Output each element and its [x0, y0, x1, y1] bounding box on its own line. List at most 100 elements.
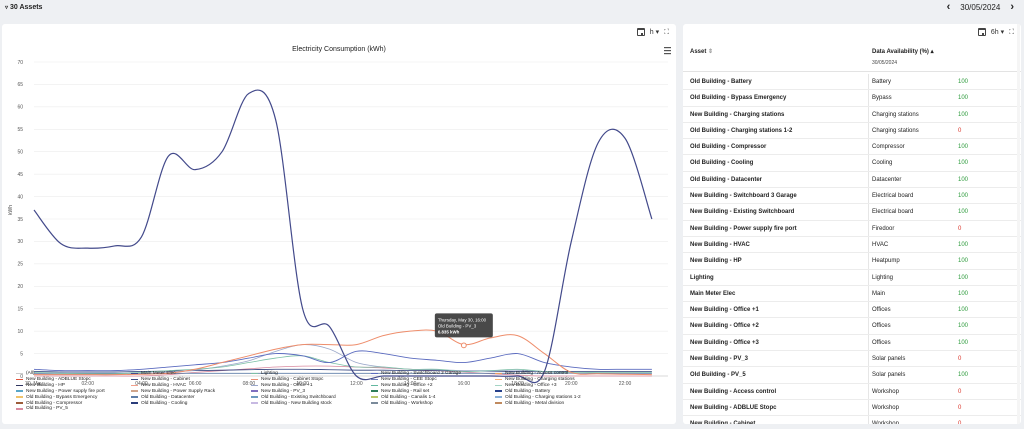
legend-item[interactable]: New Building - Office +1 [251, 383, 313, 388]
legend-label: Main Meter Elec [141, 371, 176, 376]
table-row[interactable]: New Building - Power supply fire port Fir… [683, 220, 1021, 237]
table-row[interactable]: Old Building - Charging stations 1-2 Char… [683, 122, 1021, 140]
asset-category: Cooling [872, 160, 893, 167]
legend-item[interactable]: New Building - ADBLUE Stopc [16, 377, 91, 382]
legend-item[interactable]: Old Building - Compressor [16, 401, 82, 406]
asset-category: Heatpump [872, 258, 900, 265]
column-divider [868, 90, 869, 106]
legend-label: New Building - CEE Stopc [381, 376, 437, 382]
legend-item[interactable]: New Building - Cabinet Stopc [251, 377, 323, 382]
legend-item[interactable]: Old Building - Metal division [495, 401, 564, 406]
table-row[interactable]: Old Building - PV_5 Solar panels 100 [683, 367, 1021, 384]
next-date-icon[interactable]: › [1010, 1, 1014, 13]
y-tick-label: 10 [17, 329, 23, 335]
table-scrollbar[interactable] [1017, 24, 1020, 424]
asset-name: Old Building - Compressor [690, 144, 767, 151]
legend-item[interactable]: New Building - CEE Stopc [371, 377, 437, 382]
table-row[interactable]: New Building - Charging stations Charging… [683, 106, 1021, 123]
table-row[interactable]: Old Building - Cooling Cooling 100 [683, 155, 1021, 172]
table-row[interactable]: New Building - Cabinet Workshop 0 [683, 416, 1021, 424]
legend-item[interactable]: New Building - Office +2 [371, 383, 433, 388]
table-row[interactable]: Old Building - Datacenter Datacenter 100 [683, 171, 1021, 189]
legend-item[interactable]: New Building - Access control [495, 371, 568, 376]
legend-swatch [495, 372, 502, 375]
availability-value: 100 [958, 193, 969, 200]
table-row[interactable]: New Building - Existing Switchboard Elect… [683, 204, 1021, 221]
chart-menu-icon[interactable] [664, 47, 671, 55]
legend-item[interactable]: Old Building - New Building stock [251, 401, 332, 406]
chart-title: Electricity Consumption (kWh) [292, 46, 386, 53]
legend-item[interactable]: Old Building - Cooling [131, 401, 187, 406]
calendar-icon[interactable] [977, 28, 986, 36]
table-interval-select[interactable]: 6h ▾ [990, 29, 1005, 36]
table-row[interactable]: New Building - HVAC HVAC 100 [683, 236, 1021, 254]
series-line [33, 329, 652, 376]
legend-label: Old Building - Existing Switchboard [261, 394, 336, 400]
asset-name: New Building - Office +1 [690, 307, 759, 314]
legend-item[interactable]: New Building - PV_3 [251, 389, 305, 394]
expand-icon[interactable]: ⛶ [664, 28, 669, 36]
column-divider [868, 74, 869, 90]
table-row[interactable]: New Building - HP Heatpump 100 [683, 253, 1021, 270]
column-divider [868, 285, 869, 302]
expand-icon[interactable]: ⛶ [1009, 28, 1014, 36]
table-row[interactable]: Main Meter Elec Main 100 [683, 285, 1021, 303]
table-row[interactable]: New Building - Switchboard 3 Garage Elect… [683, 188, 1021, 205]
table-row[interactable]: Old Building - Compressor Compressor 100 [683, 139, 1021, 156]
table-row[interactable]: Old Building - Battery Battery 100 [683, 74, 1021, 91]
legend-item[interactable]: New Building - Rail set [371, 389, 429, 394]
legend-item[interactable]: New Building - Cabinet [131, 377, 190, 382]
legend-item[interactable]: New Building - Office +3 [495, 383, 557, 388]
calendar-icon[interactable] [636, 28, 645, 36]
legend-item[interactable]: New Building - Power supply fire port [16, 389, 105, 394]
legend-item[interactable]: (All) [16, 371, 35, 376]
filter-icon: ▿ [5, 5, 9, 11]
legend-item[interactable]: New Building - HVAC [131, 383, 186, 388]
y-tick-label: 20 [17, 284, 23, 290]
asset-name: Old Building - Bypass Emergency [690, 95, 787, 102]
table-row[interactable]: New Building - Office +2 Offices 100 [683, 318, 1021, 335]
legend-item[interactable]: Old Building - Bypass Emergency [16, 395, 97, 400]
y-tick-label: 5 [20, 351, 23, 357]
asset-category: Lighting [872, 274, 894, 281]
availability-value: 100 [958, 241, 969, 248]
legend-item[interactable]: New Building - Switchboard 3 Garage [371, 371, 461, 376]
legend-item[interactable]: Old Building - PV_5 [16, 406, 68, 411]
previous-date-icon[interactable]: ‹ [946, 1, 951, 13]
availability-value: 100 [958, 111, 969, 118]
legend-item[interactable]: Old Building - Charging stations 1-2 [495, 395, 581, 400]
tooltip-date: Thursday, May 30, 16:00 [438, 317, 487, 322]
legend-item[interactable]: Old Building - Battery [495, 389, 550, 394]
legend-item[interactable]: Old Building - Canalis 1-4 [371, 395, 435, 400]
table-row[interactable]: New Building - Office +3 Offices 100 [683, 334, 1021, 352]
legend-item[interactable]: Lighting [251, 371, 278, 376]
assets-filter-button[interactable]: ▿ 30 Assets [5, 4, 42, 11]
asset-category: Workshop [872, 421, 899, 424]
legend-swatch [131, 372, 138, 375]
asset-category: Offices [872, 323, 891, 330]
legend-item[interactable]: New Building - Power Supply Rack [131, 389, 215, 394]
table-row[interactable]: New Building - PV_3 Solar panels 0 [683, 351, 1021, 368]
column-header-asset[interactable]: Asset ⇕ [690, 48, 713, 55]
x-tick-label: 12:00 [350, 381, 363, 387]
asset-name: New Building - PV_3 [690, 356, 749, 363]
asset-category: Electrical board [872, 209, 914, 216]
table-row[interactable]: Lighting Lighting 100 [683, 269, 1021, 286]
interval-select[interactable]: h ▾ [649, 29, 660, 36]
legend-item[interactable]: New Building - HP [16, 383, 65, 388]
table-row[interactable]: Old Building - Bypass Emergency Bypass 100 [683, 90, 1021, 107]
legend-item[interactable]: Old Building - Workshop [371, 401, 433, 406]
legend-item[interactable]: Old Building - Existing Switchboard [251, 395, 336, 400]
table-row[interactable]: New Building - Access control Workshop 0 [683, 383, 1021, 400]
asset-category: Workshop [872, 388, 899, 395]
table-row[interactable]: New Building - Office +1 Offices 100 [683, 302, 1021, 319]
legend-item[interactable]: Main Meter Elec [131, 371, 176, 376]
column-header-availability[interactable]: Data Availability (%) ▴ [872, 48, 934, 55]
asset-name: New Building - ADBLUE Stopc [690, 404, 777, 411]
legend-label: New Building - Cabinet Stopc [261, 376, 324, 382]
availability-value: 0 [958, 404, 962, 411]
legend-item[interactable]: New Building - Charging stations [495, 377, 575, 382]
table-row[interactable]: New Building - ADBLUE Stopc Workshop 0 [683, 399, 1021, 417]
legend-item[interactable]: Old Building - Datacenter [131, 395, 195, 400]
series-line [33, 89, 653, 384]
